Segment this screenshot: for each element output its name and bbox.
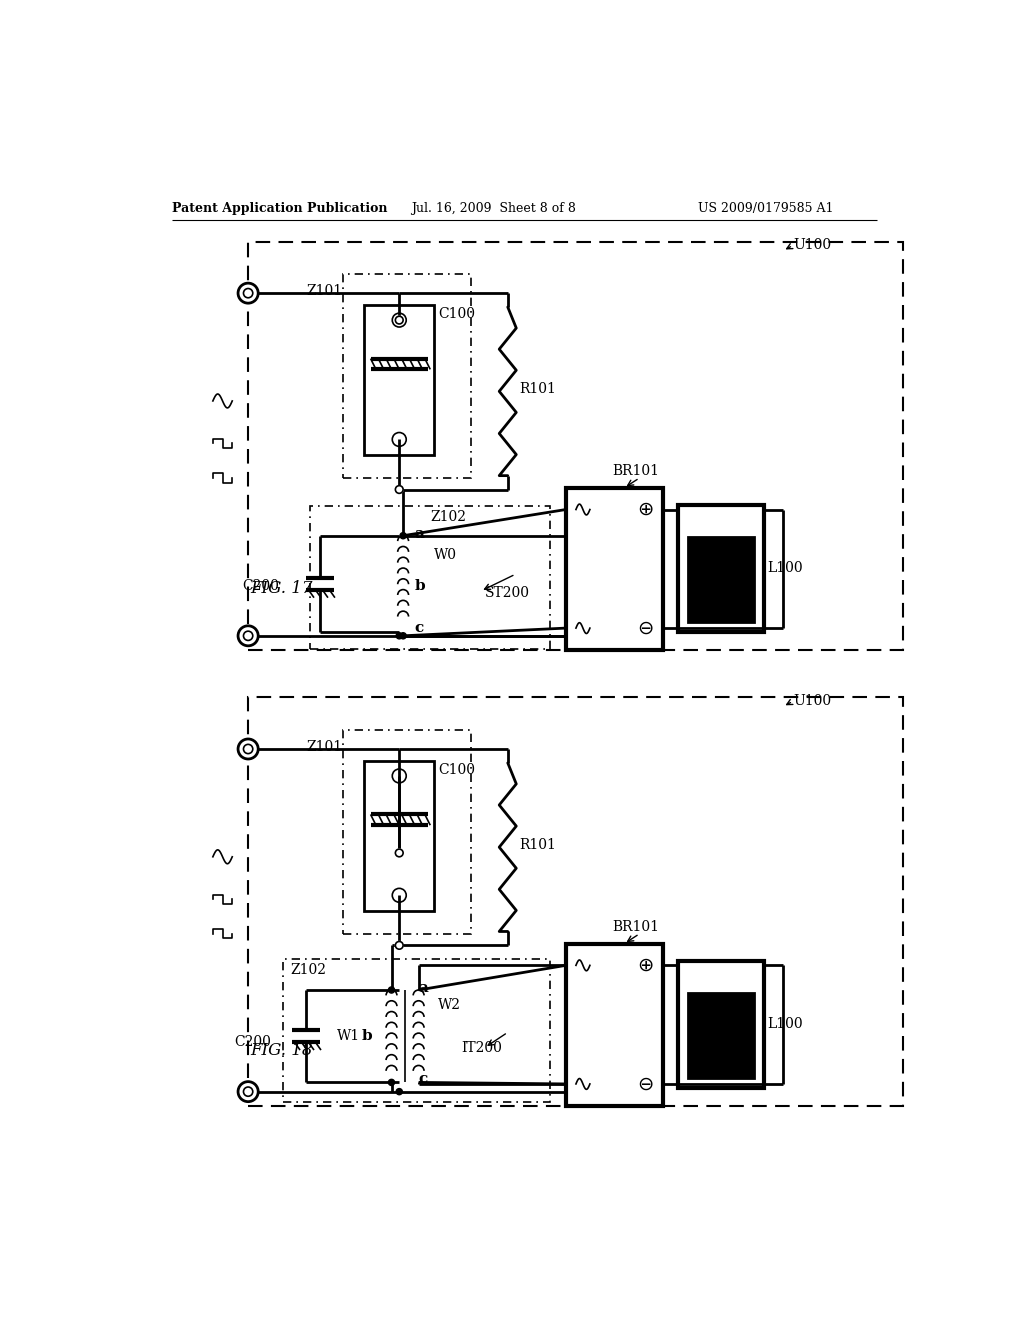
- Circle shape: [392, 313, 407, 327]
- Bar: [343, 275, 471, 478]
- Text: ST200: ST200: [484, 586, 529, 601]
- Circle shape: [244, 744, 253, 754]
- Circle shape: [395, 486, 403, 494]
- Text: W1: W1: [337, 1030, 360, 1043]
- Circle shape: [388, 1080, 394, 1085]
- Bar: [283, 960, 550, 1102]
- Bar: [566, 488, 663, 649]
- Circle shape: [392, 770, 407, 783]
- Text: FIG. 17: FIG. 17: [251, 579, 313, 597]
- Circle shape: [400, 532, 407, 539]
- Circle shape: [395, 941, 403, 949]
- Text: L100: L100: [767, 1016, 803, 1031]
- Text: L100: L100: [767, 561, 803, 576]
- Circle shape: [388, 987, 394, 993]
- Circle shape: [396, 1089, 402, 1094]
- Circle shape: [244, 631, 253, 640]
- Bar: [687, 993, 755, 1077]
- Bar: [687, 537, 755, 622]
- Text: a: a: [419, 982, 428, 995]
- Text: c: c: [415, 622, 424, 635]
- Circle shape: [392, 888, 407, 903]
- Circle shape: [244, 289, 253, 298]
- Bar: [678, 506, 764, 632]
- Bar: [248, 697, 903, 1106]
- Text: Patent Application Publication: Patent Application Publication: [172, 202, 388, 215]
- Text: IT200: IT200: [461, 1040, 502, 1055]
- Circle shape: [238, 1081, 258, 1102]
- Text: $\oplus$: $\oplus$: [637, 956, 654, 975]
- Text: Z101: Z101: [306, 284, 342, 298]
- Bar: [310, 507, 550, 649]
- Bar: [365, 305, 434, 455]
- Text: b: b: [415, 578, 425, 593]
- Circle shape: [238, 626, 258, 645]
- Bar: [343, 730, 471, 933]
- Bar: [365, 760, 434, 911]
- Text: U100: U100: [793, 693, 831, 708]
- Circle shape: [238, 739, 258, 759]
- Text: C200: C200: [234, 1035, 271, 1049]
- Circle shape: [396, 632, 402, 639]
- Text: BR101: BR101: [612, 463, 659, 478]
- Text: FIG. 18: FIG. 18: [251, 1041, 313, 1059]
- Text: $\ominus$: $\ominus$: [637, 1074, 654, 1093]
- Bar: [566, 944, 663, 1106]
- Text: Jul. 16, 2009  Sheet 8 of 8: Jul. 16, 2009 Sheet 8 of 8: [411, 202, 575, 215]
- Text: W0: W0: [434, 548, 457, 562]
- Text: U100: U100: [793, 238, 831, 252]
- Text: US 2009/0179585 A1: US 2009/0179585 A1: [697, 202, 834, 215]
- Bar: [248, 242, 903, 649]
- Circle shape: [395, 849, 403, 857]
- Text: a: a: [415, 527, 425, 541]
- Circle shape: [392, 433, 407, 446]
- Text: $\oplus$: $\oplus$: [637, 500, 654, 519]
- Circle shape: [400, 632, 407, 639]
- Text: W2: W2: [438, 998, 461, 1012]
- Text: Z102: Z102: [291, 964, 327, 977]
- Circle shape: [395, 317, 403, 323]
- Text: Z102: Z102: [430, 511, 466, 524]
- Text: $\ominus$: $\ominus$: [637, 619, 654, 638]
- Text: Z101: Z101: [306, 739, 342, 754]
- Text: C100: C100: [438, 308, 475, 321]
- Text: BR101: BR101: [612, 920, 659, 933]
- Text: C100: C100: [438, 763, 475, 777]
- Circle shape: [238, 284, 258, 304]
- Text: b: b: [361, 1030, 372, 1043]
- Text: R101: R101: [519, 838, 556, 853]
- Circle shape: [244, 1088, 253, 1096]
- Text: C200: C200: [243, 578, 280, 593]
- Text: R101: R101: [519, 383, 556, 396]
- Bar: [678, 961, 764, 1088]
- Text: c: c: [419, 1072, 428, 1085]
